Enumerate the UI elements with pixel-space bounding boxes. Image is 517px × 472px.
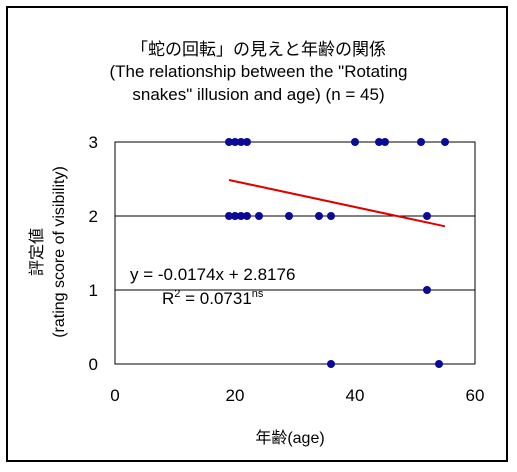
y-tick-label: 2 — [89, 207, 98, 226]
data-point — [231, 138, 239, 146]
y-axis-ticks: 0 1 2 3 — [89, 133, 98, 374]
data-point — [423, 212, 431, 220]
data-point — [243, 212, 251, 220]
data-point — [327, 212, 335, 220]
y-axis-label-line-1: 評定値 — [28, 228, 46, 276]
data-point — [255, 212, 263, 220]
data-point — [237, 138, 245, 146]
data-point — [237, 212, 245, 220]
chart-title-line-2: (The relationship between the "Rotating — [109, 62, 408, 81]
trendline-equation: y = -0.0174x + 2.8176 — [130, 265, 295, 284]
y-tick-label: 0 — [89, 355, 98, 374]
x-tick-label: 20 — [226, 386, 245, 405]
data-point — [375, 138, 383, 146]
y-tick-label: 1 — [89, 281, 98, 300]
data-point — [225, 212, 233, 220]
chart-title-line-3: snakes" illusion and age) (n = 45) — [132, 85, 385, 104]
data-point — [423, 286, 431, 294]
data-point — [327, 360, 335, 368]
r-squared-label: R2 = 0.0731ns — [162, 288, 264, 308]
data-point — [435, 360, 443, 368]
x-axis-label: 年齢(age) — [255, 429, 324, 447]
chart-title-line-1: 「蛇の回転」の見えと年齢の関係 — [131, 40, 386, 59]
gridlines — [115, 215, 475, 291]
y-axis-label-line-2: (rating score of visibility) — [51, 166, 68, 338]
data-point — [417, 138, 425, 146]
x-tick-label: 40 — [346, 386, 365, 405]
plot-area-border — [114, 141, 476, 365]
data-point — [315, 212, 323, 220]
data-point — [243, 138, 251, 146]
x-tick-label: 60 — [466, 386, 485, 405]
data-point — [231, 212, 239, 220]
data-point — [285, 212, 293, 220]
data-point — [351, 138, 359, 146]
chart-area — [6, 6, 508, 462]
trendline — [228, 178, 446, 228]
y-tick-label: 3 — [89, 133, 98, 152]
data-point — [225, 138, 233, 146]
x-axis-ticks: 0 20 40 60 — [110, 386, 484, 405]
data-point — [381, 138, 389, 146]
data-point — [441, 138, 449, 146]
data-points — [225, 138, 449, 368]
x-tick-label: 0 — [110, 386, 119, 405]
